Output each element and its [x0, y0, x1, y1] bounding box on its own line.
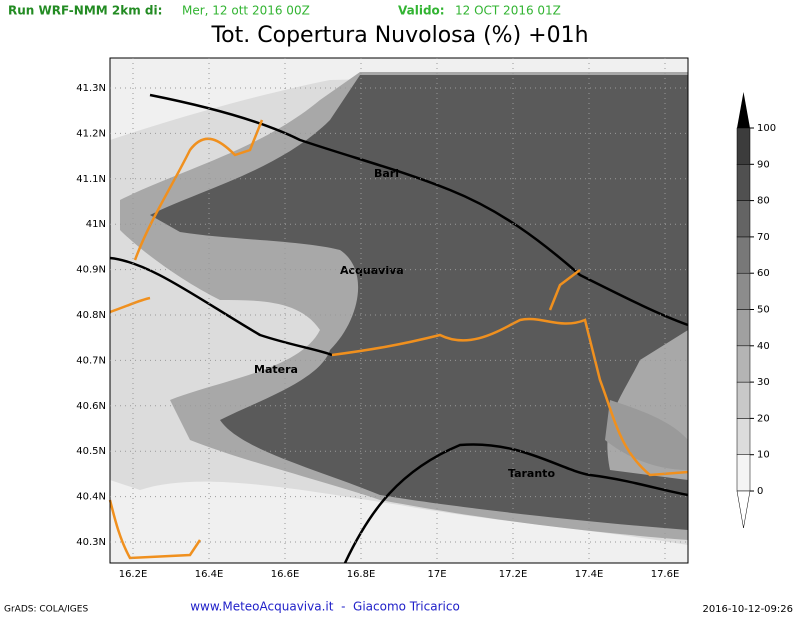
coastline	[109, 93, 689, 564]
lon-label: 16.2E	[119, 569, 148, 580]
colorbar-segment	[736, 236, 751, 274]
lon-label: 16.4E	[195, 569, 224, 580]
lat-label: 41.2N	[76, 128, 106, 139]
colorbar-label: 30	[757, 377, 770, 388]
colorbar-label: 10	[757, 450, 770, 461]
valid-label: Valido:	[398, 4, 445, 18]
border	[108, 119, 689, 560]
cloud-break	[605, 400, 688, 470]
colorbar-segment	[736, 127, 751, 165]
city-label: Bari	[374, 167, 399, 180]
run-date: Mer, 12 ott 2016 00Z	[182, 4, 310, 18]
colorbar-label: 90	[757, 159, 770, 170]
run-label: Run WRF-NMM 2km di:	[8, 4, 162, 18]
map-frame	[109, 57, 689, 564]
colorbar-segment	[736, 454, 751, 492]
colorbar-segment	[736, 272, 751, 310]
colorbar-label: 40	[757, 341, 770, 352]
valid-date: 12 OCT 2016 01Z	[455, 4, 561, 18]
colorbar-arrow-bottom	[736, 490, 751, 529]
title: Tot. Copertura Nuvolosa (%) +01h	[210, 23, 588, 48]
colorbar-label: 80	[757, 196, 770, 207]
lon-label: 16.8E	[347, 569, 376, 580]
lat-label: 40.7N	[76, 355, 106, 366]
city-label: Taranto	[508, 467, 555, 480]
colorbar-label: 0	[757, 486, 763, 497]
lat-label: 40.3N	[76, 537, 106, 548]
lat-label: 40.5N	[76, 446, 106, 457]
colorbar-segment	[736, 381, 751, 419]
axis-ticks: 41.3N 41.2N 41.1N 41N 40.9N 40.8N 40.7N 40.6N 40…	[76, 58, 688, 580]
lat-label: 41.1N	[76, 174, 106, 185]
timestamp: 2016-10-12-09:26	[702, 604, 793, 615]
colorbar-label: 50	[757, 305, 770, 316]
city-label: Acquaviva	[340, 264, 404, 277]
city-label: Matera	[254, 363, 298, 376]
colorbar-segment	[736, 345, 751, 383]
colorbar-segment	[736, 309, 751, 347]
lon-label: 16.6E	[271, 569, 300, 580]
colorbar-label: 20	[757, 413, 770, 424]
site-credit: www.MeteoAcquaviva.it - Giacomo Tricaric…	[190, 600, 460, 614]
lat-label: 40.8N	[76, 310, 106, 321]
lon-label: 17.4E	[575, 569, 604, 580]
lat-label: 41.3N	[76, 83, 106, 94]
software-credit: GrADS: COLA/IGES	[4, 605, 88, 615]
colorbar-label: 70	[757, 232, 770, 243]
colorbar-segment	[736, 418, 751, 455]
map: Bari Acquaviva Matera Taranto	[108, 57, 689, 564]
lat-label: 40.9N	[76, 265, 106, 276]
lat-label: 40.4N	[76, 492, 106, 503]
lon-label: 17E	[427, 569, 446, 580]
colorbar: 0 10 20 30 40 50 60 70 80 90 100	[736, 92, 776, 529]
lat-label: 40.6N	[76, 401, 106, 412]
lat-label: 41N	[86, 219, 106, 230]
colorbar-label: 60	[757, 268, 770, 279]
colorbar-arrow-top	[737, 92, 750, 128]
colorbar-label: 100	[757, 123, 776, 134]
colorbar-segment	[736, 164, 751, 201]
colorbar-segment	[736, 200, 751, 238]
lon-label: 17.6E	[651, 569, 680, 580]
lon-label: 17.2E	[499, 569, 528, 580]
